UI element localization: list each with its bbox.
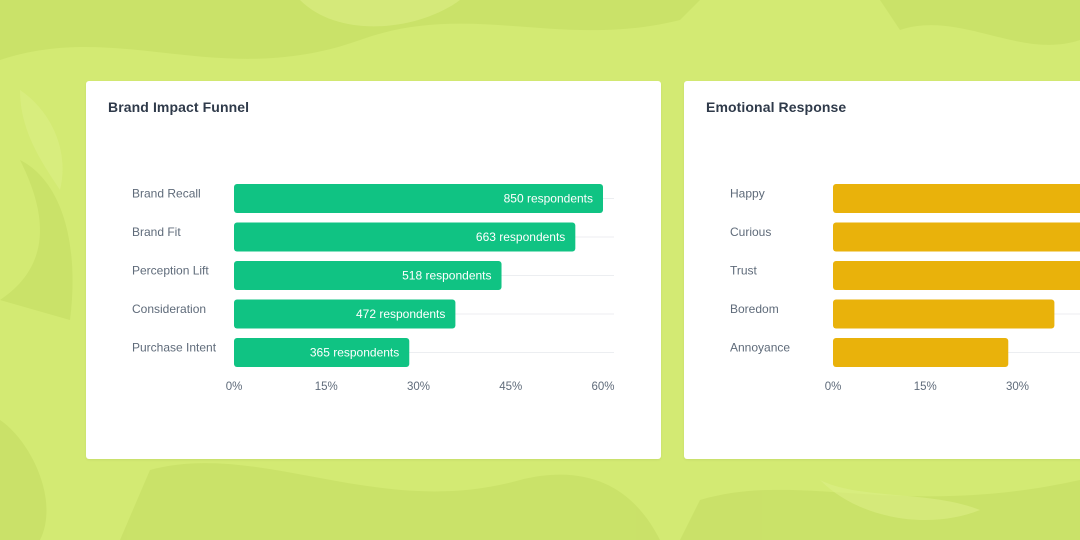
chart-title: Brand Impact Funnel — [108, 99, 250, 115]
category-label: Purchase Intent — [132, 341, 217, 355]
chart-title: Emotional Response — [706, 99, 847, 115]
bar — [833, 184, 1080, 213]
emotional-response-card: Emotional Response Happy Curious Trust Bore… — [684, 81, 1080, 459]
x-tick-label: 45% — [499, 381, 522, 393]
x-tick-label: 30% — [407, 381, 430, 393]
bar-data-label: 663 respondents — [476, 230, 565, 244]
category-label: Brand Recall — [132, 187, 201, 201]
bar — [234, 261, 502, 290]
x-tick-label: 0% — [825, 381, 842, 393]
category-label: Brand Fit — [132, 225, 181, 239]
brand-impact-funnel-card: Brand Impact Funnel Brand Recall 850 resp… — [86, 81, 661, 459]
bar — [833, 299, 1055, 329]
bar — [234, 299, 456, 329]
x-tick-label: 15% — [315, 381, 338, 393]
category-label: Boredom — [730, 302, 779, 316]
category-label: Perception Lift — [132, 264, 209, 278]
bar — [833, 261, 1080, 290]
category-label: Consideration — [132, 302, 206, 316]
bar — [833, 222, 1080, 252]
bar — [234, 184, 603, 213]
category-label: Curious — [730, 225, 771, 239]
x-tick-label: 0% — [226, 381, 243, 393]
x-tick-label: 15% — [914, 381, 937, 393]
bar — [234, 338, 410, 367]
category-label: Happy — [730, 187, 765, 201]
category-label: Trust — [730, 264, 758, 278]
bar-data-label: 850 respondents — [504, 192, 593, 206]
bar — [833, 338, 1009, 367]
brand-impact-funnel-chart: Brand Recall 850 respondents Brand Fit 663 … — [132, 184, 615, 393]
bar — [234, 222, 576, 252]
emotional-response-chart: Happy Curious Trust Boredom Annoyance 0% 15% 30… — [730, 184, 1080, 393]
bar-data-label: 365 respondents — [310, 346, 399, 360]
bar-data-label: 518 respondents — [402, 269, 491, 283]
bar-data-label: 472 respondents — [356, 307, 445, 321]
x-tick-label: 30% — [1006, 381, 1029, 393]
category-label: Annoyance — [730, 341, 790, 355]
x-tick-label: 60% — [591, 381, 614, 393]
